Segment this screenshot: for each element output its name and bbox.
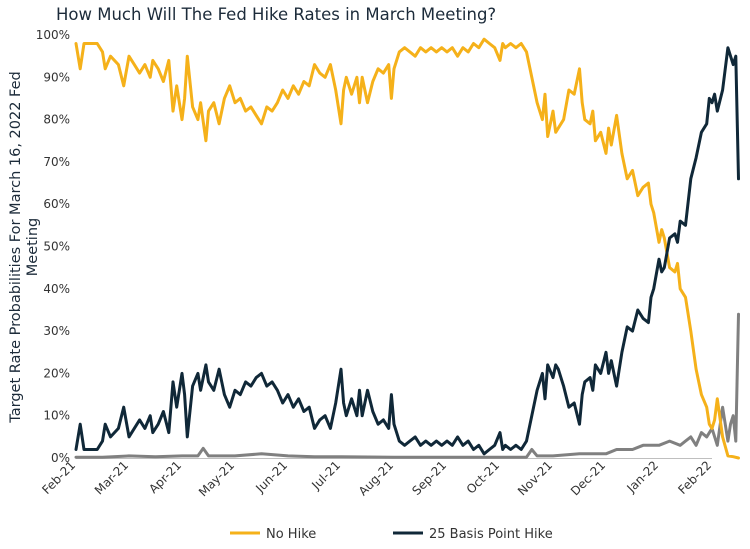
y-axis-title-line: Target Rate Probabilities For March 16, … bbox=[8, 71, 24, 423]
x-tick-label: Aug-21 bbox=[356, 458, 396, 498]
y-tick-label: 40% bbox=[43, 282, 70, 296]
series-line-no-hike bbox=[74, 37, 740, 460]
series-line-unlabeled bbox=[74, 312, 740, 459]
y-tick-label: 70% bbox=[43, 155, 70, 169]
y-tick-label: 60% bbox=[43, 197, 70, 211]
y-tick-label: 30% bbox=[43, 324, 70, 338]
y-tick-label: 10% bbox=[43, 409, 70, 423]
chart-title: How Much Will The Fed Hike Rates in Marc… bbox=[56, 5, 497, 24]
legend-label: 25 Basis Point Hike bbox=[429, 527, 553, 542]
x-tick-label: Mar-21 bbox=[92, 458, 131, 497]
x-tick-label: Oct-21 bbox=[464, 458, 502, 496]
y-tick-label: 100% bbox=[36, 28, 70, 42]
x-tick-label: Nov-21 bbox=[515, 458, 555, 498]
y-tick-label: 50% bbox=[43, 240, 70, 254]
y-tick-label: 20% bbox=[43, 366, 70, 380]
x-tick-label: Sep-21 bbox=[409, 458, 449, 498]
x-tick-label: Jan-22 bbox=[624, 458, 662, 496]
series-line-25-basis-point-hike bbox=[74, 46, 740, 456]
x-tick-label: Dec-21 bbox=[568, 458, 608, 498]
x-tick-label: May-21 bbox=[196, 458, 237, 499]
y-tick-label: 0% bbox=[51, 451, 70, 465]
x-tick-label: Apr-21 bbox=[146, 458, 184, 496]
legend-label: No Hike bbox=[266, 527, 316, 542]
y-axis-title-line: Meeting bbox=[25, 218, 41, 276]
x-tick-label: Jun-21 bbox=[252, 458, 290, 496]
x-tick-label: Jul-21 bbox=[308, 458, 343, 493]
y-tick-label: 80% bbox=[43, 113, 70, 127]
y-tick-label: 90% bbox=[43, 70, 70, 84]
x-tick-label: Feb-22 bbox=[675, 458, 714, 497]
y-axis-title: Target Rate Probabilities For March 16, … bbox=[8, 71, 41, 423]
